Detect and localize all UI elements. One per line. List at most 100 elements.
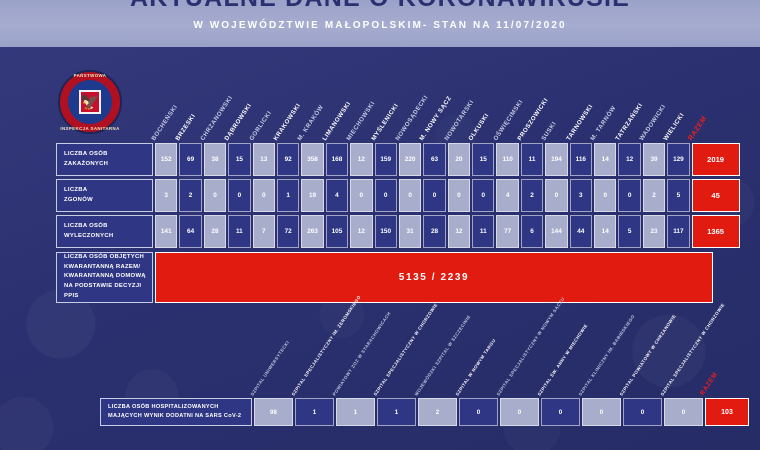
hospital-data-cell: 0 xyxy=(582,398,621,426)
row-cells: 141 64 28 11 7 72 263 105 12 150 31 28 12 11 77 6 144 44 1… xyxy=(155,215,740,248)
data-cell: 11 xyxy=(520,143,544,176)
eagle-emblem-icon: 🦅 xyxy=(79,90,101,114)
data-cell: 0 xyxy=(423,179,446,212)
district-header-18: M. TARNÓW xyxy=(589,104,618,142)
data-cell: 11 xyxy=(228,215,251,248)
row-label-line1: LICZBA OSÓB xyxy=(64,222,108,229)
data-cell: 44 xyxy=(569,215,593,248)
data-cell: 141 xyxy=(155,215,178,248)
data-cell: 168 xyxy=(325,143,349,176)
logo-inner-circle: 🦅 xyxy=(68,80,112,124)
hospitalization-table: LICZBA OSÓB HOSPITALIZOWANYCH MAJĄCYCH WY… xyxy=(100,398,749,426)
data-cell: 12 xyxy=(447,215,471,248)
table-row: LICZBA OSÓB WYLECZONYCH 141 64 28 11 7 72 263 105… xyxy=(56,215,740,248)
report-date: 11/07/2020 xyxy=(496,20,567,31)
data-cell: 1 xyxy=(276,179,300,212)
data-cell: 0 xyxy=(374,179,397,212)
data-cell: 20 xyxy=(447,143,471,176)
data-cell: 263 xyxy=(301,215,324,248)
row-label-2: LICZBA OSÓB WYLECZONYCH xyxy=(56,215,153,248)
data-cell: 358 xyxy=(301,143,324,176)
hospital-data-cell: 98 xyxy=(254,398,293,426)
data-cell: 12 xyxy=(350,143,373,176)
district-header-4: GORLICKI xyxy=(247,109,273,142)
hospital-column-headers: SZPITAL UNIWERSYTECKI SZPITAL SPECJALISTY… xyxy=(250,295,726,398)
data-cell: 3 xyxy=(155,179,178,212)
data-cell: 12 xyxy=(618,143,641,176)
data-cell: 14 xyxy=(594,215,617,248)
data-cell: 38 xyxy=(203,143,227,176)
data-cell: 28 xyxy=(423,215,446,248)
hospital-data-cell: 1 xyxy=(377,398,416,426)
data-cell: 0 xyxy=(618,179,641,212)
row-label-line1: LICZBA OSÓB xyxy=(64,150,108,157)
data-cell: 0 xyxy=(447,179,471,212)
data-cell: 77 xyxy=(496,215,519,248)
data-cell: 13 xyxy=(252,143,275,176)
hospital-data-cell: 0 xyxy=(459,398,498,426)
hospital-header-6: SZPITAL SPECJALISTYCZNY W NOWYM SĄCZU xyxy=(495,296,566,398)
quarantine-row-label: LICZBA OSÓB OBJĘTYCH KWARANTANNĄ RAZEM/KW… xyxy=(56,252,153,303)
district-header-total: RAZEM xyxy=(686,115,709,142)
district-header-16: SUSKI xyxy=(540,120,559,142)
data-cell: 6 xyxy=(520,215,544,248)
data-cell: 0 xyxy=(398,179,422,212)
data-cell: 92 xyxy=(276,143,300,176)
data-cell: 2 xyxy=(642,179,666,212)
data-cell: 116 xyxy=(569,143,593,176)
data-cell: 0 xyxy=(350,179,373,212)
data-cell: 15 xyxy=(228,143,251,176)
hospital-data-cell: 1 xyxy=(295,398,334,426)
sanitary-inspection-logo: 🦅 PAŃSTWOWA INSPEKCJA SANITARNA xyxy=(58,70,122,134)
data-cell: 0 xyxy=(228,179,251,212)
data-cell: 19 xyxy=(301,179,324,212)
data-cell: 39 xyxy=(642,143,666,176)
hospital-header-5: SZPITAL W NOWYM TARGU xyxy=(454,338,497,398)
logo-text-top: PAŃSTWOWA xyxy=(73,73,107,78)
data-cell: 129 xyxy=(667,143,690,176)
row-label-0: LICZBA OSÓB ZAKAŻONYCH xyxy=(56,143,153,176)
data-cell: 12 xyxy=(350,215,373,248)
data-cell: 5 xyxy=(667,179,690,212)
data-cell: 0 xyxy=(545,179,568,212)
data-cell: 7 xyxy=(252,215,275,248)
data-cell: 28 xyxy=(203,215,227,248)
page-subtitle: W WOJEWÓDZTWIE MAŁOPOLSKIM- STAN NA 11/0… xyxy=(0,20,760,31)
data-cell: 14 xyxy=(594,143,617,176)
data-cell: 0 xyxy=(472,179,495,212)
logo-text-bottom: INSPEKCJA SANITARNA xyxy=(60,126,120,131)
quarantine-label-line-2: KWARANTANNĄ DOMOWĄ xyxy=(64,273,146,280)
data-cell: 5 xyxy=(618,215,641,248)
data-cell: 2 xyxy=(520,179,544,212)
data-cell: 15 xyxy=(472,143,495,176)
hospital-header-total: RAZEM xyxy=(698,371,720,398)
data-cell: 0 xyxy=(203,179,227,212)
district-header-21: WIELICKI xyxy=(662,111,687,142)
district-header-13: OLKUSKI xyxy=(467,112,491,142)
row-total-cell: 1365 xyxy=(691,215,740,248)
row-total-cell: 2019 xyxy=(691,143,740,176)
quarantine-row: LICZBA OSÓB OBJĘTYCH KWARANTANNĄ RAZEM/KW… xyxy=(56,252,740,303)
data-cell: 72 xyxy=(276,215,300,248)
data-cell: 4 xyxy=(325,179,349,212)
quarantine-value: 5135 / 2239 xyxy=(155,252,713,303)
data-cell: 220 xyxy=(398,143,422,176)
hospital-data-cell: 0 xyxy=(623,398,662,426)
data-cell: 152 xyxy=(155,143,178,176)
logo-ring: 🦅 xyxy=(58,70,122,134)
data-cell: 4 xyxy=(496,179,519,212)
district-column-headers: BOCHEŃSKI BRZESKI CHRZANOWSKI DĄBROWSKI GORL… xyxy=(56,72,716,142)
hospital-header-0: SZPITAL UNIWERSYTECKI xyxy=(249,340,291,398)
data-cell: 64 xyxy=(179,215,202,248)
hospital-row-label: LICZBA OSÓB HOSPITALIZOWANYCH MAJĄCYCH WY… xyxy=(100,398,252,426)
row-cells: 3 2 0 0 0 1 19 4 0 0 0 0 0 0 4 2 0 3 0 0 2 5 45 xyxy=(155,179,740,212)
hospital-data-cell: 0 xyxy=(500,398,539,426)
row-label-line1: LICZBA xyxy=(64,186,88,193)
data-cell: 63 xyxy=(423,143,446,176)
hospital-data-cell: 0 xyxy=(541,398,580,426)
data-cell: 69 xyxy=(179,143,202,176)
data-cell: 110 xyxy=(496,143,519,176)
data-cell: 194 xyxy=(545,143,568,176)
hospital-data-cell: 2 xyxy=(418,398,457,426)
